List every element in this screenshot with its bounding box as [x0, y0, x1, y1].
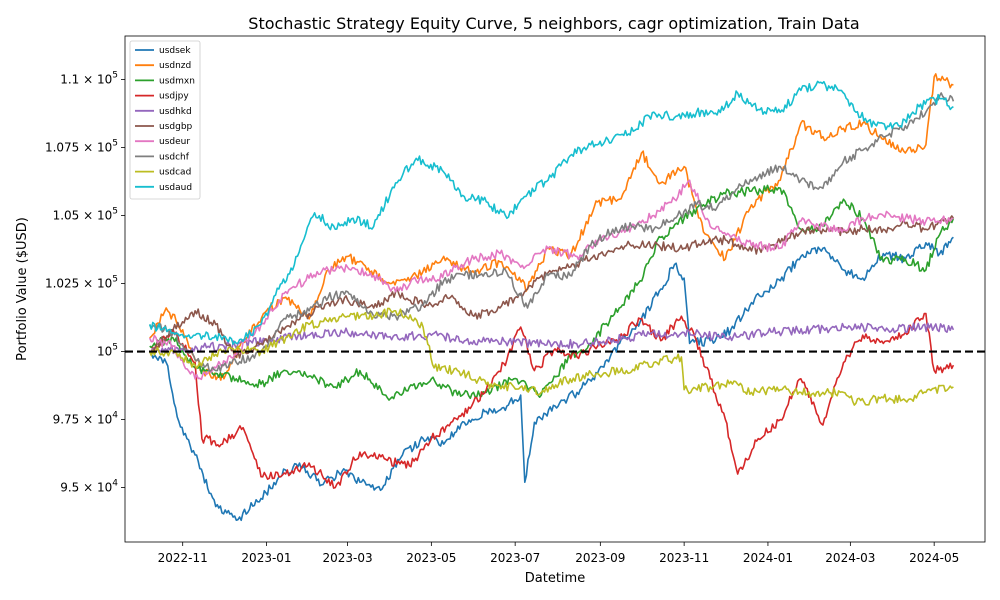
legend: usdsek usdnzd usdmxn usdjpy usdhkd usdgbp usde…	[129, 40, 201, 200]
plot-frame	[124, 35, 986, 543]
y-tick-label: 1.05 × 105	[53, 207, 118, 223]
x-axis-label: Datetime	[525, 571, 585, 586]
legend-label-usdchf: usdchf	[159, 152, 190, 162]
x-tick-label: 2023-03	[322, 551, 372, 565]
legend-label-usdmxn: usdmxn	[159, 76, 195, 86]
x-axis: 2022-11 2023-01 2023-03 2023-05 2023-07 2023-…	[158, 542, 959, 565]
x-tick-label: 2023-09	[575, 551, 625, 565]
x-tick-label: 2023-05	[406, 551, 456, 565]
y-tick-label: 9.75 × 104	[53, 411, 119, 427]
y-tick-label: 1.1 × 105	[60, 71, 118, 87]
legend-label-usdnzd: usdnzd	[159, 61, 191, 71]
legend-label-usdgbp: usdgbp	[159, 122, 193, 132]
series-line-usdcad	[148, 307, 954, 406]
legend-label-usdsek: usdsek	[159, 46, 191, 56]
legend-label-usdhkd: usdhkd	[159, 107, 192, 117]
series-layer	[148, 73, 955, 522]
legend-label-usdeur: usdeur	[159, 137, 190, 147]
series-line-usdgbp	[149, 215, 955, 359]
series-line-usdaud	[148, 80, 954, 345]
x-tick-label: 2023-11	[659, 551, 709, 565]
y-tick-label: 1.075 × 105	[45, 139, 118, 155]
y-tick-label: 1.025 × 105	[45, 275, 118, 291]
legend-label-usdcad: usdcad	[159, 168, 191, 178]
series-line-usdeur	[148, 179, 954, 381]
x-tick-label: 2024-03	[825, 551, 875, 565]
legend-label-usdaud: usdaud	[159, 183, 192, 193]
legend-label-usdjpy: usdjpy	[159, 92, 189, 102]
series-line-usdhkd	[149, 322, 955, 355]
y-tick-label: 105	[97, 343, 118, 359]
chart-title: Stochastic Strategy Equity Curve, 5 neig…	[248, 14, 859, 33]
series-line-usdjpy	[149, 312, 955, 489]
x-tick-label: 2023-01	[241, 551, 291, 565]
series-line-usdsek	[149, 236, 954, 522]
x-tick-label: 2022-11	[158, 551, 208, 565]
series-line-usdnzd	[149, 73, 954, 381]
series-line-usdchf	[148, 92, 955, 372]
y-tick-label: 9.5 × 104	[60, 479, 118, 495]
x-tick-label: 2023-07	[490, 551, 540, 565]
y-axis: 9.5 × 104 9.75 × 104 105 1.025 × 105 1.05 × …	[45, 71, 125, 495]
x-tick-label: 2024-01	[743, 551, 793, 565]
x-tick-label: 2024-05	[909, 551, 959, 565]
y-axis-label: Portfolio Value ($USD)	[15, 217, 30, 361]
